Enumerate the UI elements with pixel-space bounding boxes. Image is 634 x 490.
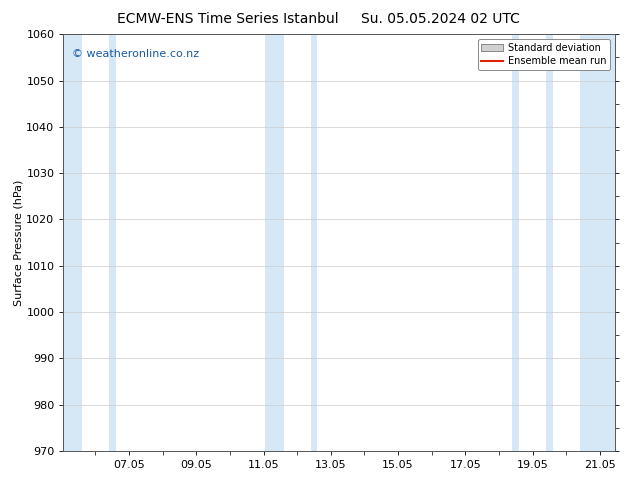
Y-axis label: Surface Pressure (hPa): Surface Pressure (hPa) bbox=[13, 179, 23, 306]
Text: ECMW-ENS Time Series Istanbul: ECMW-ENS Time Series Istanbul bbox=[117, 12, 339, 26]
Bar bbox=[579, 34, 615, 451]
Text: © weatheronline.co.nz: © weatheronline.co.nz bbox=[72, 49, 199, 59]
Bar bbox=[546, 34, 553, 451]
Bar bbox=[311, 34, 318, 451]
Bar bbox=[109, 34, 115, 451]
Bar bbox=[265, 34, 283, 451]
Legend: Standard deviation, Ensemble mean run: Standard deviation, Ensemble mean run bbox=[477, 39, 610, 70]
Text: Su. 05.05.2024 02 UTC: Su. 05.05.2024 02 UTC bbox=[361, 12, 520, 26]
Bar bbox=[512, 34, 519, 451]
Bar bbox=[63, 34, 82, 451]
